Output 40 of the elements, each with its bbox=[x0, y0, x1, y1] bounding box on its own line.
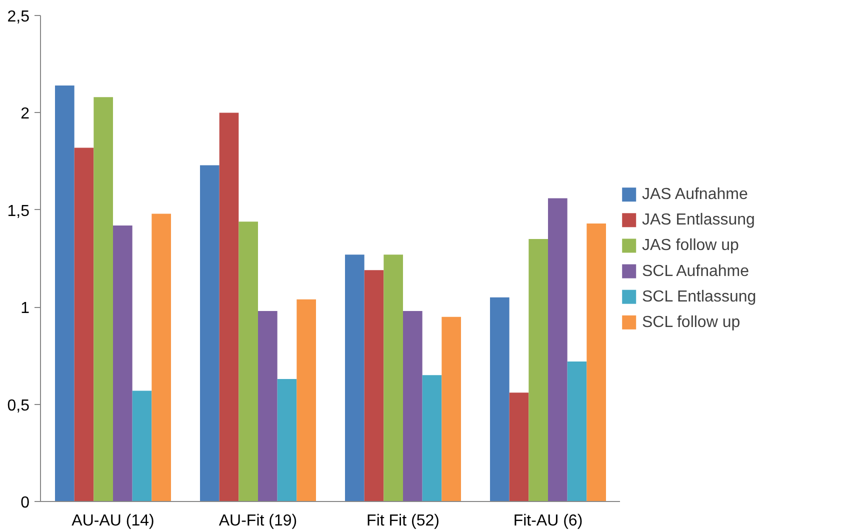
y-tick-label: 1,5 bbox=[7, 202, 30, 220]
bar bbox=[528, 239, 548, 502]
bar bbox=[219, 112, 239, 502]
y-tick-label: 0 bbox=[20, 494, 30, 512]
bar bbox=[442, 316, 461, 502]
legend-label: JAS follow up bbox=[642, 237, 740, 254]
bar bbox=[567, 362, 587, 502]
bar bbox=[55, 85, 74, 502]
legend-label: SCL Entlassung bbox=[642, 288, 756, 306]
bar bbox=[586, 224, 606, 502]
y-tick-label: 0,5 bbox=[7, 397, 30, 414]
legend-label: SCL follow up bbox=[642, 314, 740, 331]
legend-label: SCL Aufnahme bbox=[642, 262, 750, 280]
bar bbox=[509, 392, 529, 502]
legend-label: JAS Entlassung bbox=[642, 212, 755, 229]
bar bbox=[152, 214, 171, 502]
bar bbox=[384, 254, 403, 502]
x-tick-label: AU-AU (14) bbox=[72, 512, 154, 530]
x-tick-label: Fit Fit (52) bbox=[366, 512, 440, 530]
y-tick-label: 1 bbox=[20, 300, 30, 318]
bar bbox=[132, 390, 152, 502]
bar bbox=[364, 270, 384, 502]
bar bbox=[403, 310, 422, 502]
bar bbox=[277, 379, 297, 502]
legend-label: JAS Aufnahme bbox=[642, 186, 748, 204]
bar bbox=[345, 254, 364, 502]
bar bbox=[296, 299, 316, 502]
bar bbox=[74, 148, 94, 502]
bar bbox=[258, 310, 278, 502]
bar bbox=[422, 375, 442, 502]
x-tick-label: Fit-AU (6) bbox=[513, 512, 583, 530]
y-tick-label: 2,5 bbox=[7, 8, 30, 26]
bar bbox=[548, 198, 568, 502]
bar bbox=[94, 97, 113, 502]
bar bbox=[490, 297, 510, 502]
bar bbox=[200, 165, 220, 502]
bar bbox=[113, 225, 132, 502]
x-tick-label: AU-Fit (19) bbox=[218, 512, 298, 530]
y-tick-label: 2 bbox=[20, 106, 30, 123]
bar bbox=[238, 222, 258, 502]
